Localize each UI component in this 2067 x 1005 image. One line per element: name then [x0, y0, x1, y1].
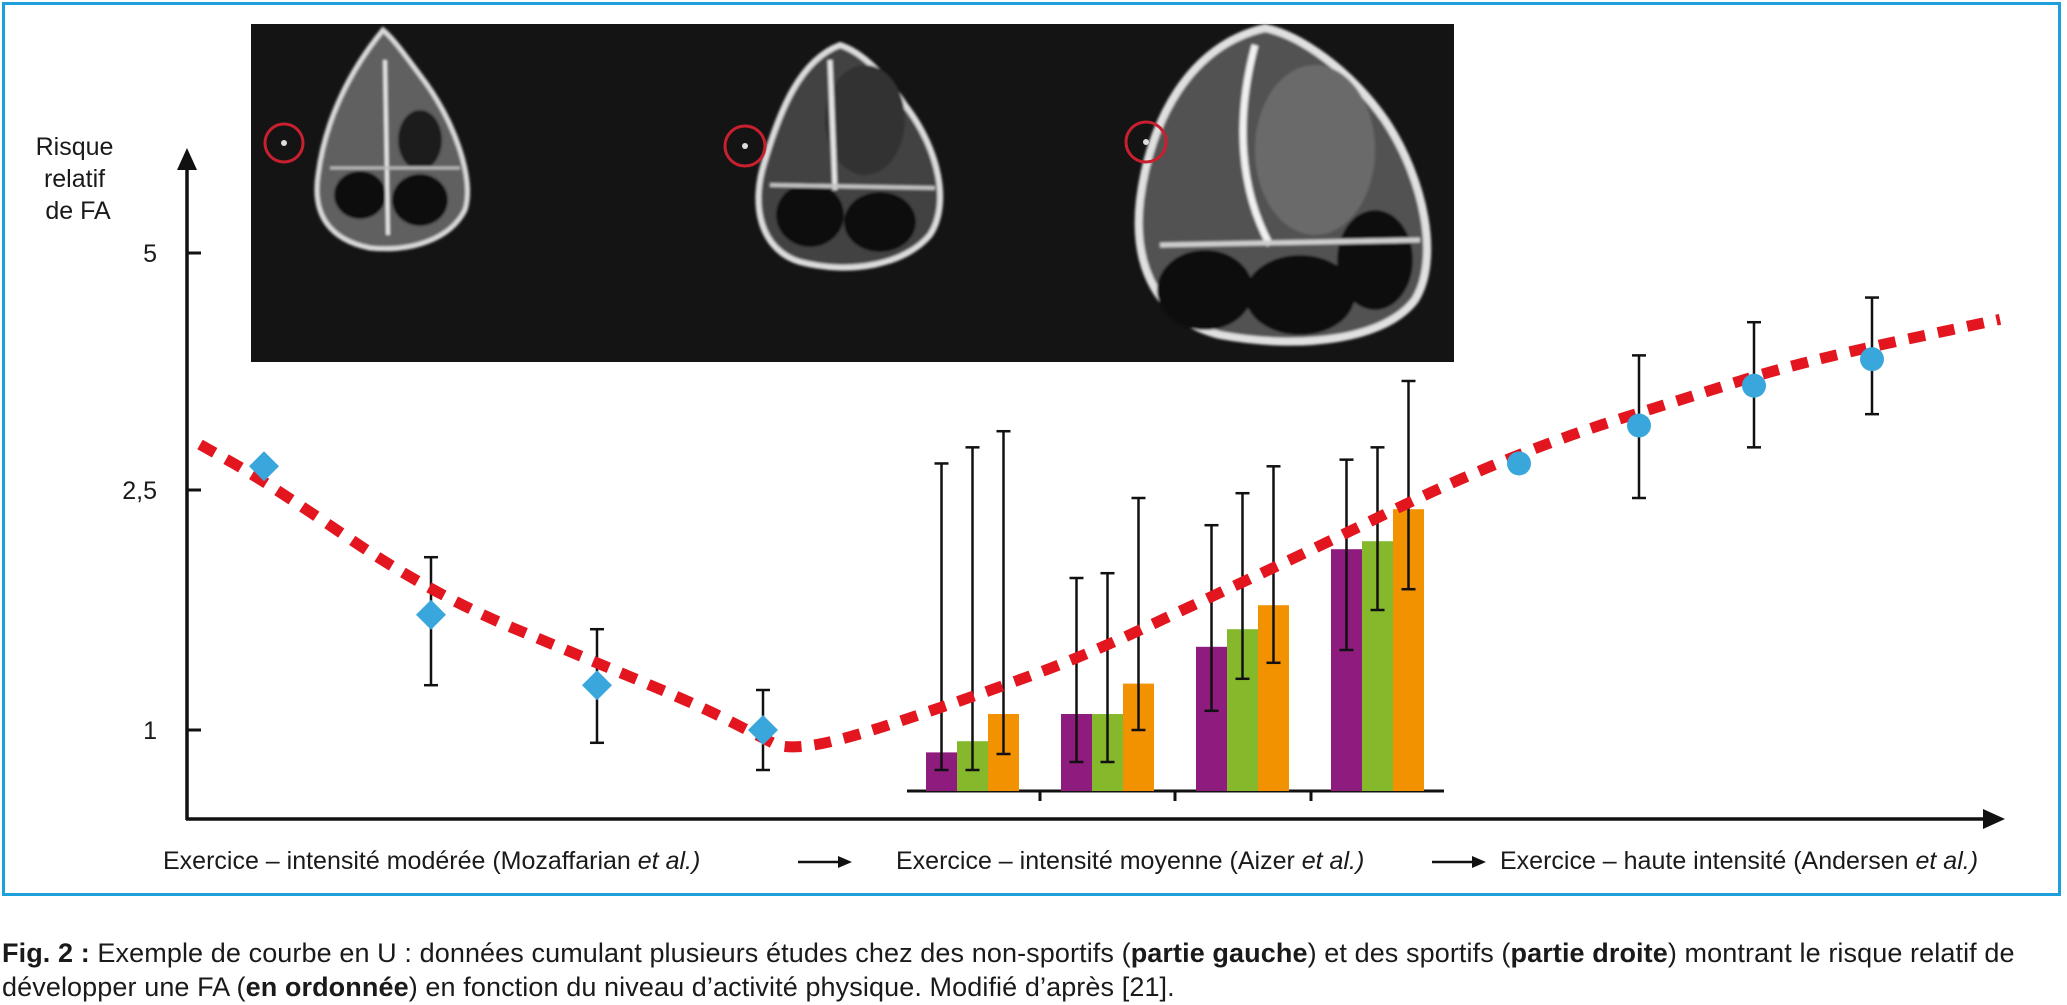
error-bars	[424, 296, 1879, 772]
y-axis-label-line: Risque	[36, 133, 114, 161]
figure-caption: Fig. 2 : Exemple de courbe en U : donnée…	[2, 936, 2062, 1004]
highlight-ring	[1124, 120, 1168, 164]
x-label-moderate: Exercice – intensité modérée (Mozaffaria…	[163, 847, 700, 875]
caption-bold: en ordonnée	[245, 972, 409, 1002]
caption-bold: partie droite	[1510, 938, 1668, 968]
y-axis-label-line: de FA	[45, 197, 111, 225]
echo-heart-small	[314, 26, 471, 252]
y-ticks: 52,51	[122, 240, 201, 745]
diamond-marker	[416, 599, 446, 630]
diamond-marker	[582, 670, 612, 701]
diamond-marker	[748, 715, 778, 745]
y-tick-label: 1	[143, 717, 157, 745]
y-axis-label: Risque relatif de FA	[36, 133, 121, 225]
circle-marker	[1627, 413, 1651, 438]
circle-marker	[1742, 373, 1766, 398]
caption-text: Exemple de courbe en U : données cumulan…	[89, 938, 1131, 968]
x-label-high: Exercice – haute intensité (Andersen et …	[1500, 847, 1978, 875]
chart: Risque relatif de FA 52,51 Exercice – in…	[36, 23, 2005, 875]
echo-heart-medium	[755, 41, 944, 271]
y-axis-arrow	[177, 148, 197, 170]
highlight-ring	[263, 122, 305, 164]
echocardiogram-image	[251, 23, 1454, 362]
x-axis-arrow	[1983, 809, 2005, 829]
data-markers	[249, 347, 1884, 745]
x-label-medium: Exercice – intensité moyenne (Aizer et a…	[896, 847, 1364, 875]
circle-marker	[1860, 347, 1884, 372]
u-shaped-trend	[197, 313, 2002, 753]
caption-label: Fig. 2 :	[2, 938, 90, 968]
caption-text: ) et des sportifs (	[1307, 938, 1511, 968]
trend-curve	[197, 313, 2002, 753]
arrow-right-icon	[798, 856, 852, 868]
arrow-right-icon	[1432, 856, 1486, 868]
caption-bold: partie gauche	[1130, 938, 1308, 968]
y-tick-label: 5	[143, 240, 157, 268]
circle-marker	[1507, 451, 1531, 476]
caption-text: ) montrant le risque relatif de développ…	[2, 938, 2015, 1002]
caption-text: ) en fonction du niveau d’activité physi…	[408, 972, 1175, 1002]
diamond-marker	[249, 451, 279, 482]
y-tick-label: 2,5	[122, 477, 157, 505]
y-axis-label-line: relatif	[44, 165, 105, 193]
highlight-ring	[723, 124, 767, 168]
echo-heart-large	[1134, 23, 1432, 346]
